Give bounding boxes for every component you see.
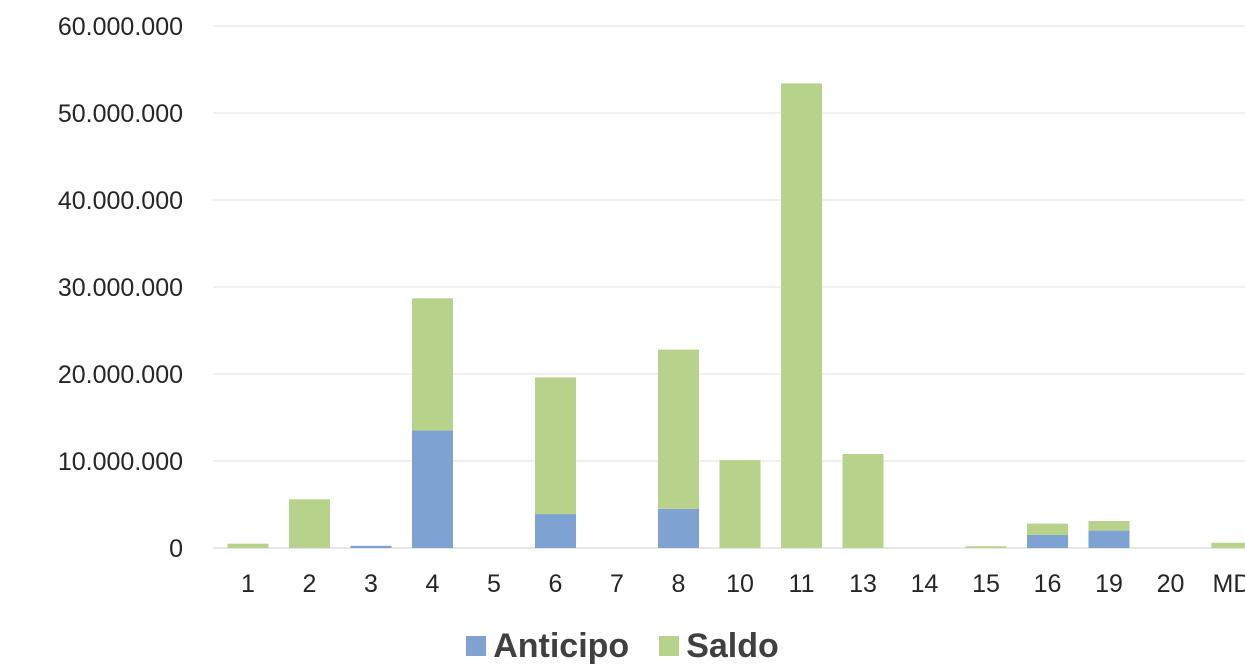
legend: Anticipo Saldo bbox=[0, 624, 1245, 668]
legend-label-anticipo: Anticipo bbox=[493, 627, 629, 666]
x-tick-label: 16 bbox=[1034, 570, 1062, 598]
bar-saldo-8 bbox=[658, 350, 699, 509]
x-tick-label: 7 bbox=[610, 570, 624, 598]
bar-anticipo-8 bbox=[658, 509, 699, 548]
x-tick-label: 15 bbox=[972, 570, 1000, 598]
bar-anticipo-19 bbox=[1089, 531, 1130, 548]
legend-swatch-anticipo bbox=[466, 636, 486, 656]
y-tick-label: 50.000.000 bbox=[58, 100, 183, 128]
x-tick-label: 19 bbox=[1095, 570, 1123, 598]
y-tick-label: 40.000.000 bbox=[58, 187, 183, 215]
y-tick-label: 0 bbox=[169, 535, 183, 563]
x-tick-label: 2 bbox=[303, 570, 317, 598]
bar-saldo-16 bbox=[1027, 524, 1068, 535]
y-tick-label: 30.000.000 bbox=[58, 274, 183, 302]
bar-saldo-6 bbox=[535, 377, 576, 514]
bar-anticipo-6 bbox=[535, 514, 576, 548]
x-tick-label: MD bbox=[1213, 570, 1245, 598]
x-tick-label: 8 bbox=[672, 570, 686, 598]
bar-anticipo-3 bbox=[351, 546, 392, 548]
bar-saldo-10 bbox=[720, 460, 761, 548]
bar-saldo-11 bbox=[781, 83, 822, 548]
x-tick-label: 14 bbox=[911, 570, 939, 598]
x-tick-label: 3 bbox=[364, 570, 378, 598]
bar-saldo-19 bbox=[1089, 521, 1130, 531]
bar-anticipo-16 bbox=[1027, 535, 1068, 548]
legend-swatch-saldo bbox=[659, 636, 679, 656]
y-tick-label: 10.000.000 bbox=[58, 448, 183, 476]
bar-saldo-2 bbox=[289, 499, 330, 548]
legend-item-anticipo[interactable]: Anticipo bbox=[466, 627, 629, 666]
stacked-bar-chart: 0 10.000.000 20.000.000 30.000.000 40.000.00… bbox=[0, 0, 1245, 620]
y-tick-label: 60.000.000 bbox=[58, 13, 183, 41]
legend-label-saldo: Saldo bbox=[686, 627, 779, 666]
x-tick-label: 1 bbox=[241, 570, 255, 598]
bars bbox=[228, 83, 1245, 548]
legend-item-saldo[interactable]: Saldo bbox=[659, 627, 779, 666]
bar-saldo-1 bbox=[228, 544, 269, 548]
x-tick-label: 20 bbox=[1157, 570, 1185, 598]
x-tick-label: 10 bbox=[726, 570, 754, 598]
y-axis-ticks: 0 10.000.000 20.000.000 30.000.000 40.000.00… bbox=[58, 13, 183, 563]
bar-saldo-md bbox=[1212, 543, 1245, 548]
bar-anticipo-4 bbox=[412, 431, 453, 548]
x-tick-label: 6 bbox=[549, 570, 563, 598]
x-tick-label: 4 bbox=[426, 570, 440, 598]
bar-saldo-13 bbox=[843, 454, 884, 548]
x-tick-label: 13 bbox=[849, 570, 877, 598]
bar-saldo-4 bbox=[412, 298, 453, 430]
x-tick-label: 5 bbox=[487, 570, 501, 598]
x-axis-ticks: 1 2 3 4 5 6 7 8 10 11 13 14 15 16 19 20 MD bbox=[241, 570, 1245, 598]
y-tick-label: 20.000.000 bbox=[58, 361, 183, 389]
x-tick-label: 11 bbox=[789, 570, 815, 598]
bar-saldo-15 bbox=[966, 546, 1007, 548]
